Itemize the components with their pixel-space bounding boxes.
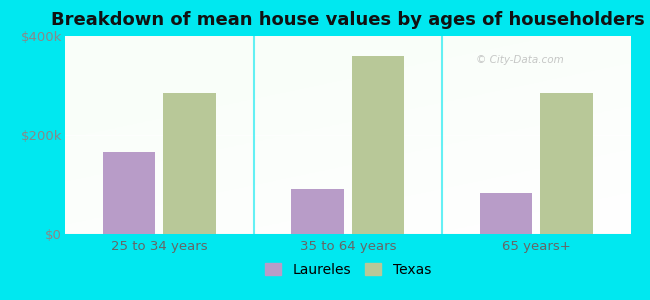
Bar [352, 56, 404, 234]
Bar [163, 93, 216, 234]
Title: Breakdown of mean house values by ages of householders: Breakdown of mean house values by ages o… [51, 11, 645, 29]
Legend: Laureles, Texas: Laureles, Texas [259, 257, 437, 283]
Bar [540, 93, 593, 234]
Bar [103, 152, 155, 234]
Bar [480, 194, 532, 234]
Bar [291, 190, 344, 234]
Text: © City-Data.com: © City-Data.com [476, 55, 564, 65]
